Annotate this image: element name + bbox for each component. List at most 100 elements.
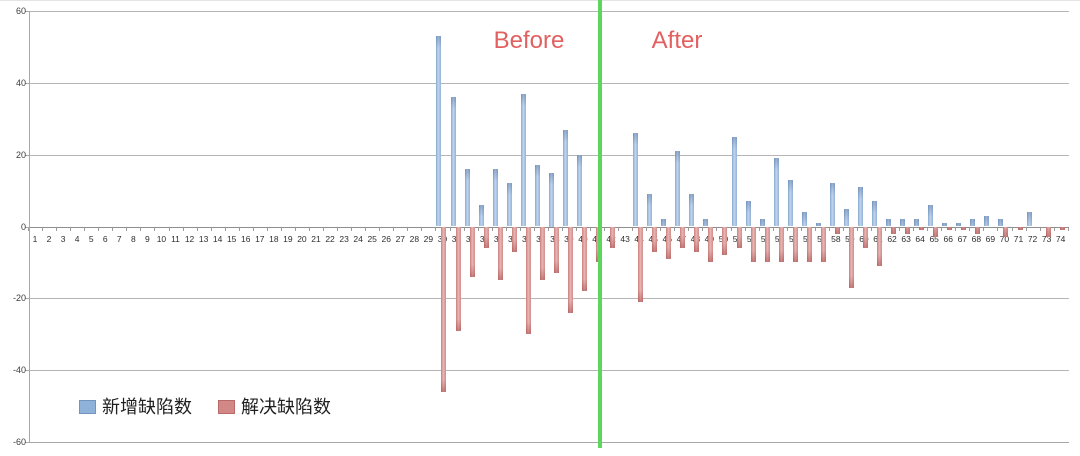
bar-new-defects [900, 219, 906, 227]
x-axis-tick [393, 227, 395, 231]
x-axis-tick-label: 6 [102, 233, 108, 244]
bar-new-defects [942, 222, 948, 227]
gridline [29, 154, 1069, 156]
x-axis-tick [28, 227, 29, 231]
bar-resolved-defects [483, 226, 489, 249]
y-axis-tick-label: 20 [15, 149, 26, 160]
bar-new-defects [843, 208, 849, 227]
before-after-divider-line [598, 0, 602, 448]
bar-resolved-defects [1017, 226, 1023, 231]
gridline [29, 298, 1069, 300]
x-axis-tick [674, 227, 676, 231]
x-axis-tick [1039, 227, 1041, 231]
x-axis-tick [70, 227, 72, 231]
x-axis-tick [238, 227, 240, 231]
gridline [29, 11, 1069, 12]
bar-new-defects [478, 204, 484, 227]
bar-resolved-defects [792, 226, 798, 263]
x-axis-tick [449, 227, 451, 231]
x-axis-tick [997, 227, 999, 231]
bar-resolved-defects [961, 226, 967, 231]
x-axis-tick [913, 227, 915, 231]
x-axis-tick [941, 227, 943, 231]
x-axis-tick-label: 63 [901, 233, 911, 244]
x-axis-tick-label: 17 [255, 233, 265, 244]
x-axis-tick [604, 227, 606, 231]
y-axis-tick [25, 370, 29, 372]
y-axis-tick [25, 298, 29, 300]
gridline [29, 370, 1069, 372]
x-axis-tick [126, 227, 128, 231]
bar-new-defects [576, 154, 582, 227]
x-axis-tick [828, 227, 830, 231]
x-axis-tick [56, 227, 58, 231]
bar-resolved-defects [778, 226, 784, 263]
x-axis-tick [337, 227, 339, 231]
x-axis-tick [983, 227, 985, 231]
x-axis-tick [561, 227, 563, 231]
bar-new-defects [675, 151, 681, 227]
x-axis-tick-label: 65 [929, 233, 939, 244]
bar-resolved-defects [1059, 226, 1065, 231]
annotation-after: After [651, 27, 703, 54]
x-axis-tick [955, 227, 957, 231]
x-axis-tick [814, 227, 816, 231]
x-axis-tick-label: 28 [409, 233, 420, 244]
bar-new-defects [436, 36, 442, 227]
x-axis-tick-label: 11 [171, 233, 180, 244]
x-axis-tick [84, 227, 86, 231]
x-axis-tick-label: 13 [198, 233, 209, 244]
x-axis-tick-label: 67 [957, 233, 968, 244]
bar-new-defects [464, 169, 470, 227]
bar-new-defects [703, 219, 709, 227]
x-axis-tick-label: 66 [943, 233, 953, 244]
x-axis-tick [744, 227, 746, 231]
y-axis-tick [25, 442, 29, 443]
x-axis-tick-label: 5 [88, 233, 94, 244]
bar-new-defects [548, 172, 554, 227]
x-axis-tick [842, 227, 844, 231]
x-axis-tick-label: 2 [46, 233, 52, 244]
x-axis-tick-label: 21 [311, 233, 321, 244]
bar-resolved-defects [975, 226, 981, 234]
bar-resolved-defects [891, 226, 897, 234]
x-axis-tick-label: 22 [325, 233, 335, 244]
x-axis-tick [899, 227, 901, 231]
bar-resolved-defects [764, 226, 770, 263]
chart-legend: 新增缺陷数 解决缺陷数 [0, 394, 400, 420]
y-axis-tick [25, 154, 29, 156]
bar-new-defects [886, 219, 892, 227]
x-axis-tick [1025, 227, 1027, 231]
x-axis-tick-label: 24 [353, 233, 363, 244]
x-axis-tick-label: 70 [999, 233, 1010, 244]
x-axis-tick [772, 227, 774, 231]
y-axis-tick-label: 40 [15, 77, 26, 88]
bar-new-defects [1026, 212, 1032, 227]
bar-resolved-defects [680, 226, 686, 249]
bar-new-defects [534, 165, 540, 227]
bar-new-defects [984, 215, 990, 227]
x-axis-tick [885, 227, 887, 231]
y-axis-tick-label: -20 [12, 293, 26, 304]
bar-new-defects [633, 133, 639, 227]
legend-item-new-defects: 新增缺陷数 [79, 394, 192, 420]
bar-new-defects [661, 219, 667, 227]
x-axis-tick-label: 4 [74, 233, 80, 244]
legend-swatch-resolved-defects-icon [218, 400, 235, 414]
bar-resolved-defects [666, 226, 672, 259]
x-axis-tick-label: 9 [145, 233, 150, 244]
bar-resolved-defects [919, 226, 925, 231]
x-axis-tick [575, 227, 577, 231]
bar-resolved-defects [441, 226, 447, 392]
x-axis-tick-label: 74 [1055, 233, 1066, 244]
bar-resolved-defects [638, 226, 644, 302]
x-axis-tick [871, 227, 872, 231]
x-axis-tick [463, 227, 465, 231]
x-axis-tick [1053, 227, 1055, 231]
bar-resolved-defects [525, 226, 531, 335]
bar-resolved-defects [553, 226, 559, 274]
x-axis-tick [646, 227, 648, 231]
x-axis-tick [98, 227, 100, 231]
x-axis-tick [533, 227, 535, 231]
